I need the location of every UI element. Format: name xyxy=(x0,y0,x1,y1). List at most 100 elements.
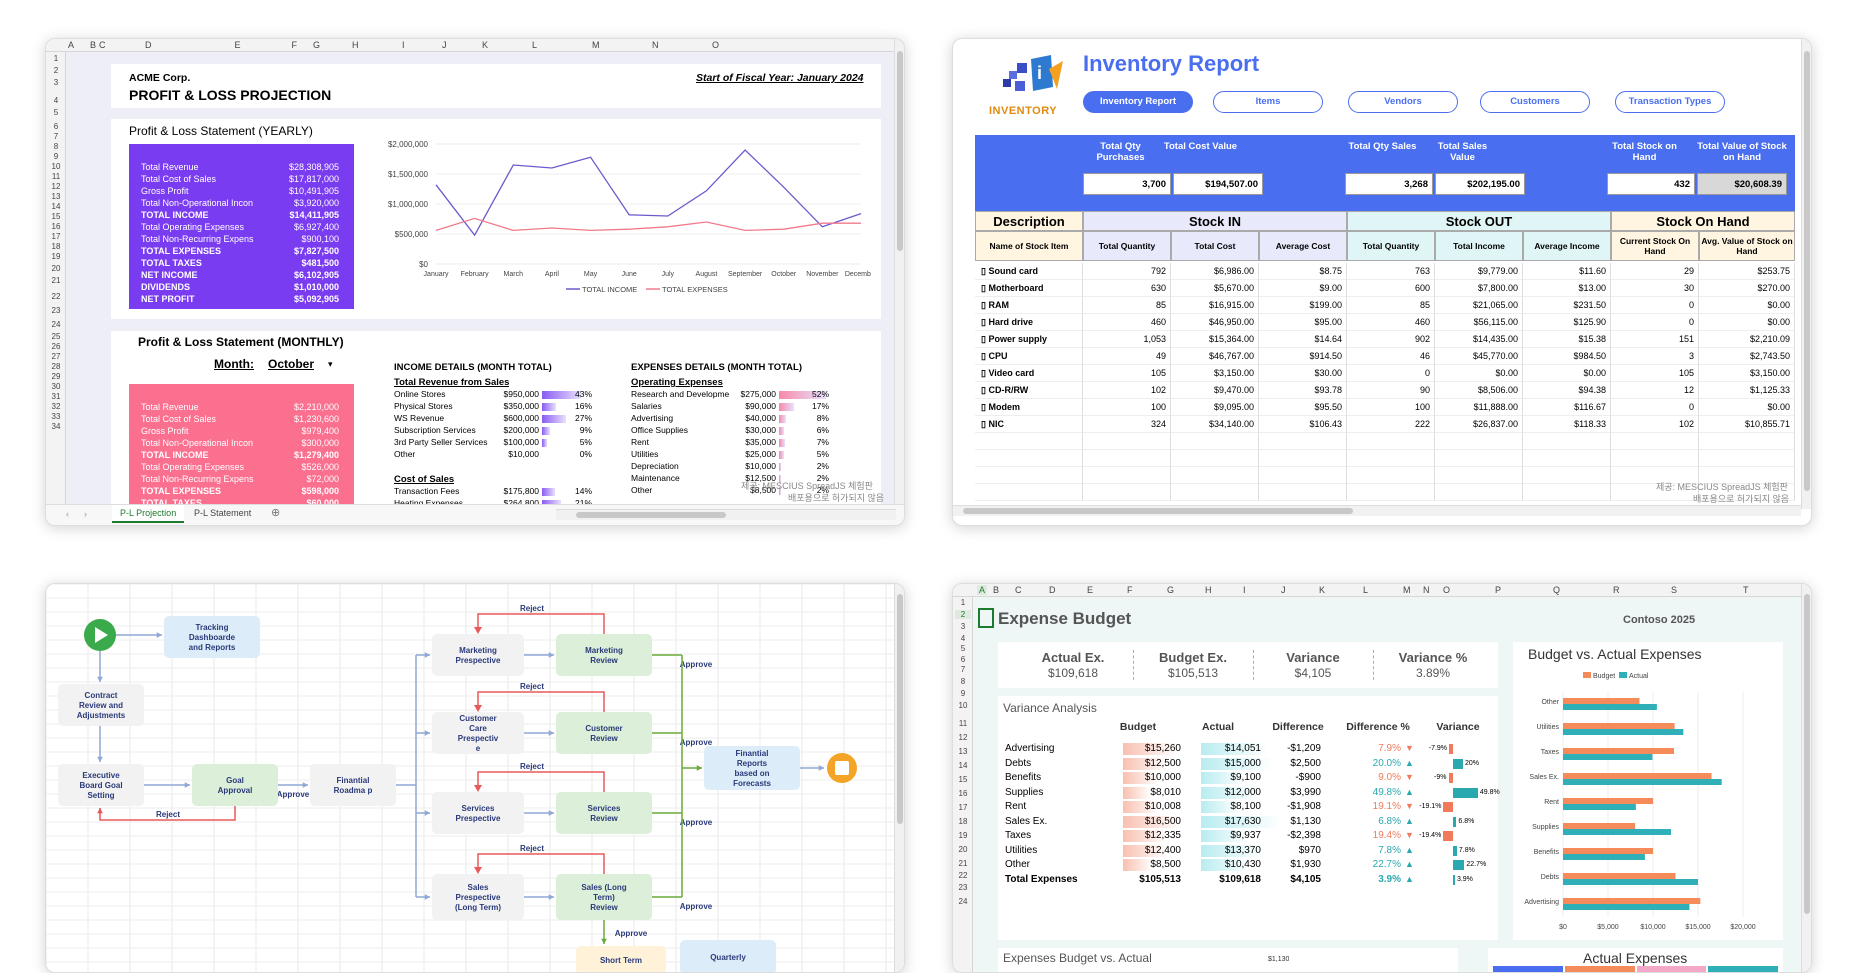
column-header-c[interactable]: C xyxy=(99,40,106,50)
column-header-m[interactable]: M xyxy=(1403,585,1411,595)
row-header-5[interactable]: 5 xyxy=(53,108,59,117)
column-header-f[interactable]: F xyxy=(1127,585,1133,595)
row-header-15[interactable]: 15 xyxy=(51,212,61,221)
flow-node-mkt-p[interactable] xyxy=(432,634,524,676)
row-header-30[interactable]: 30 xyxy=(51,382,61,391)
column-header-a[interactable]: A xyxy=(68,40,75,50)
column-header-j[interactable]: J xyxy=(1281,585,1286,595)
row-header-22[interactable]: 22 xyxy=(51,292,61,301)
row-header-18[interactable]: 18 xyxy=(958,817,968,826)
vertical-scrollbar[interactable] xyxy=(894,584,904,972)
row-header-33[interactable]: 33 xyxy=(51,412,61,421)
nav-button-vendors[interactable]: Vendors xyxy=(1348,91,1458,113)
row-header-7[interactable]: 7 xyxy=(53,132,59,141)
column-header-h[interactable]: H xyxy=(1205,585,1212,595)
column-header-l[interactable]: L xyxy=(532,40,538,50)
row-header-14[interactable]: 14 xyxy=(51,202,61,211)
flow-node-fin[interactable] xyxy=(704,746,800,790)
row-header-12[interactable]: 12 xyxy=(51,182,61,191)
row-header-17[interactable]: 17 xyxy=(51,232,61,241)
horizontal-scrollbar[interactable] xyxy=(953,505,1801,516)
nav-button-transaction-types[interactable]: Transaction Types xyxy=(1615,91,1725,113)
row-header-23[interactable]: 23 xyxy=(51,306,61,315)
row-header-7[interactable]: 7 xyxy=(960,665,966,674)
column-header-s[interactable]: S xyxy=(1671,585,1678,595)
row-header-24[interactable]: 24 xyxy=(51,320,61,329)
row-header-14[interactable]: 14 xyxy=(958,761,968,770)
row-header-20[interactable]: 20 xyxy=(958,845,968,854)
row-header-21[interactable]: 21 xyxy=(51,276,61,285)
horizontal-scrollbar[interactable] xyxy=(556,509,896,520)
row-header-9[interactable]: 9 xyxy=(960,689,966,698)
row-header-19[interactable]: 19 xyxy=(958,831,968,840)
month-dropdown-arrow-icon[interactable]: ▾ xyxy=(328,359,333,369)
column-header-b[interactable]: B xyxy=(993,585,1000,595)
row-header-13[interactable]: 13 xyxy=(958,747,968,756)
nav-button-customers[interactable]: Customers xyxy=(1480,91,1590,113)
column-header-m[interactable]: M xyxy=(592,40,600,50)
column-header-e[interactable]: E xyxy=(234,40,241,50)
column-header-k[interactable]: K xyxy=(482,40,489,50)
tab-pl-statement[interactable]: P-L Statement xyxy=(194,508,252,518)
row-header-3[interactable]: 3 xyxy=(53,78,59,87)
row-header-6[interactable]: 6 xyxy=(53,122,59,131)
row-header-11[interactable]: 11 xyxy=(51,172,61,181)
row-header-32[interactable]: 32 xyxy=(51,402,61,411)
row-header-13[interactable]: 13 xyxy=(51,192,61,201)
column-header-r[interactable]: R xyxy=(1613,585,1620,595)
tab-nav-next-icon[interactable]: › xyxy=(84,509,87,519)
add-sheet-icon[interactable]: ⊕ xyxy=(271,507,281,519)
row-header-11[interactable]: 11 xyxy=(958,719,968,728)
row-header-34[interactable]: 34 xyxy=(51,422,61,431)
row-header-8[interactable]: 8 xyxy=(53,142,59,151)
row-header-1[interactable]: 1 xyxy=(53,54,59,63)
tab-pl-projection[interactable]: P-L Projection xyxy=(112,505,185,523)
flow-node-roadmap[interactable] xyxy=(310,764,396,806)
row-header-27[interactable]: 27 xyxy=(51,352,61,361)
column-header-i[interactable]: I xyxy=(1243,585,1246,595)
row-header-10[interactable]: 10 xyxy=(51,162,61,171)
month-select[interactable]: October xyxy=(268,357,315,371)
column-header-o[interactable]: O xyxy=(1443,585,1451,595)
column-header-g[interactable]: G xyxy=(313,40,321,50)
row-header-24[interactable]: 24 xyxy=(958,897,968,906)
flow-node-tracking[interactable] xyxy=(164,616,260,658)
column-header-b[interactable]: B xyxy=(90,40,97,50)
vertical-scrollbar[interactable] xyxy=(894,39,904,504)
flow-node-goal[interactable] xyxy=(192,764,278,806)
flow-node-exec[interactable] xyxy=(58,764,144,806)
row-header-31[interactable]: 31 xyxy=(51,392,61,401)
row-header-29[interactable]: 29 xyxy=(51,372,61,381)
flow-node-contract[interactable] xyxy=(58,684,144,726)
row-header-16[interactable]: 16 xyxy=(51,222,61,231)
nav-button-inventory-report[interactable]: Inventory Report xyxy=(1083,91,1193,113)
row-header-25[interactable]: 25 xyxy=(51,332,61,341)
row-header-1[interactable]: 1 xyxy=(960,598,966,607)
column-header-o[interactable]: O xyxy=(712,40,720,50)
column-header-h[interactable]: H xyxy=(352,40,359,50)
row-header-2[interactable]: 2 xyxy=(955,610,971,619)
tab-nav-prev-icon[interactable]: ‹ xyxy=(66,509,69,519)
column-header-t[interactable]: T xyxy=(1743,585,1749,595)
vertical-scrollbar[interactable] xyxy=(1801,39,1811,509)
column-header-n[interactable]: N xyxy=(652,40,659,50)
column-header-k[interactable]: K xyxy=(1319,585,1326,595)
column-header-d[interactable]: D xyxy=(145,40,152,50)
row-header-10[interactable]: 10 xyxy=(958,701,968,710)
column-header-i[interactable]: I xyxy=(402,40,405,50)
column-header-j[interactable]: J xyxy=(442,40,447,50)
row-header-16[interactable]: 16 xyxy=(958,789,968,798)
vertical-scrollbar[interactable] xyxy=(1801,584,1811,972)
column-header-a[interactable]: A xyxy=(977,585,988,595)
row-header-22[interactable]: 22 xyxy=(958,871,968,880)
column-header-c[interactable]: C xyxy=(1015,585,1022,595)
row-header-8[interactable]: 8 xyxy=(960,677,966,686)
column-header-e[interactable]: E xyxy=(1087,585,1094,595)
row-header-4[interactable]: 4 xyxy=(960,634,966,643)
column-header-d[interactable]: D xyxy=(1049,585,1056,595)
column-header-n[interactable]: N xyxy=(1423,585,1430,595)
row-header-2[interactable]: 2 xyxy=(53,66,59,75)
row-header-23[interactable]: 23 xyxy=(958,883,968,892)
flow-node-cust-p[interactable] xyxy=(432,712,524,754)
row-header-28[interactable]: 28 xyxy=(51,362,61,371)
